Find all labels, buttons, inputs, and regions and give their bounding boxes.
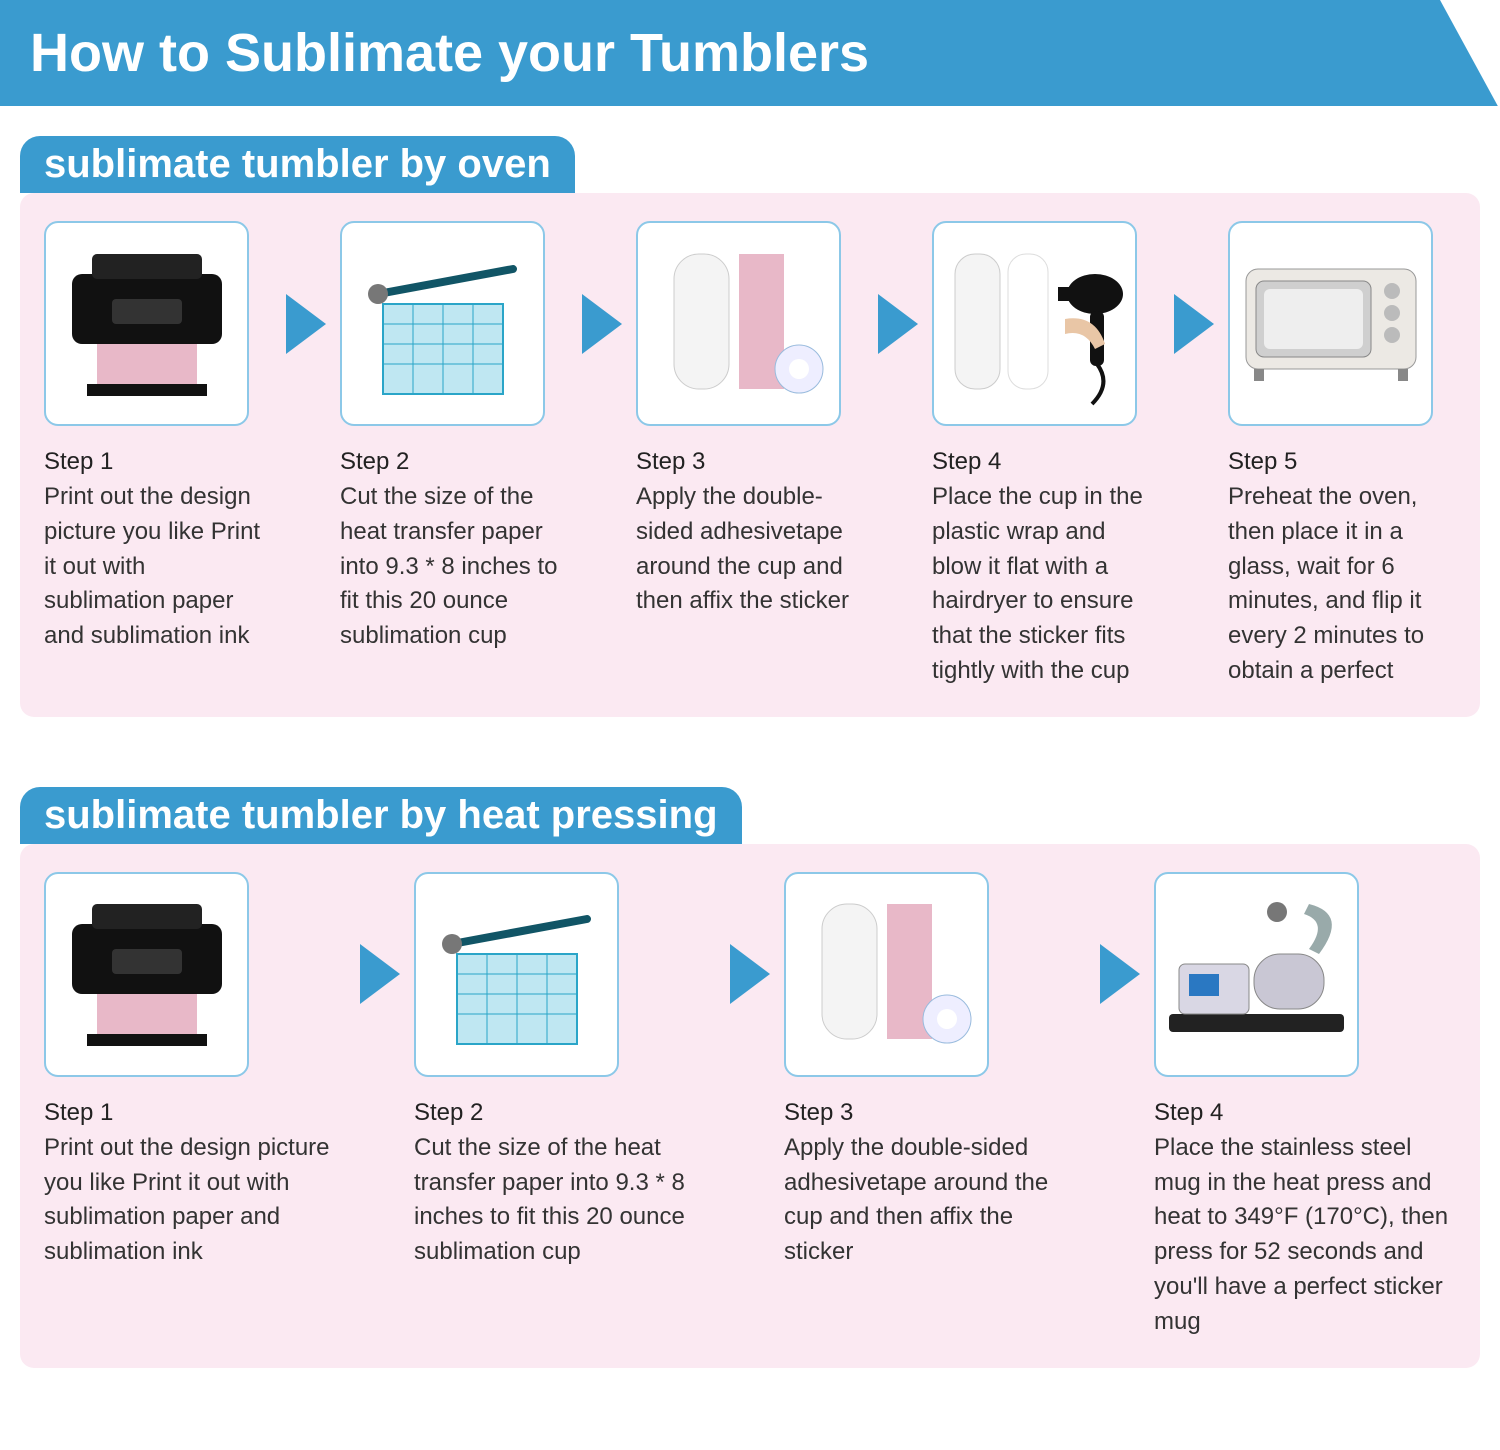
step-col: Step 2 Cut the size of the heat transfer… [414,872,716,1270]
arrow [356,872,404,1077]
step-label: Step 1 [44,1099,113,1127]
step-text: Place the cup in the plastic wrap and bl… [932,480,1160,689]
step-image [340,221,545,426]
title-banner: How to Sublimate your Tumblers [0,0,1500,106]
step-image [1228,221,1433,426]
steps-row-oven: Step 1 Print out the design picture you … [44,221,1456,689]
step-text: Cut the size of the heat transfer paper … [340,480,568,654]
step-label: Step 2 [340,448,409,476]
step-text: Place the stainless steel mug in the hea… [1154,1131,1456,1340]
step-col: Step 2 Cut the size of the heat transfer… [340,221,568,654]
step-text: Apply the double-sided adhesivetape arou… [784,1131,1086,1270]
step-text: Cut the size of the heat transfer paper … [414,1131,716,1270]
step-col: Step 1 Print out the design picture you … [44,221,272,654]
step-text: Print out the design picture you like Pr… [44,480,272,654]
arrow [578,221,626,426]
step-label: Step 3 [636,448,705,476]
banner-notch [1440,0,1500,110]
step-text: Apply the double-sided adhesivetape arou… [636,480,864,619]
arrow [874,221,922,426]
step-image [784,872,989,1077]
arrow-icon [1174,294,1214,354]
step-label: Step 4 [1154,1099,1223,1127]
arrow [1170,221,1218,426]
step-text: Preheat the oven, then place it in a gla… [1228,480,1456,689]
step-col: Step 3 Apply the double-sided adhesiveta… [636,221,864,619]
section-oven: sublimate tumbler by oven Step 1 Print o… [20,136,1480,717]
hairdryer-icon [940,239,1130,409]
cutter-icon [427,894,607,1054]
step-col: Step 3 Apply the double-sided adhesiveta… [784,872,1086,1270]
printer-icon [57,894,237,1054]
step-image [44,872,249,1077]
section-body-oven: Step 1 Print out the design picture you … [20,193,1480,717]
cup-tape-icon [797,889,977,1059]
arrow [282,221,330,426]
arrow [726,872,774,1077]
arrow-icon [878,294,918,354]
step-col: Step 4 Place the cup in the plastic wrap… [932,221,1160,689]
section-body-heatpress: Step 1 Print out the design picture you … [20,844,1480,1368]
step-image [1154,872,1359,1077]
oven-icon [1236,249,1426,399]
step-label: Step 5 [1228,448,1297,476]
printer-icon [57,244,237,404]
step-image [932,221,1137,426]
step-col: Step 1 Print out the design picture you … [44,872,346,1270]
step-col: Step 4 Place the stainless steel mug in … [1154,872,1456,1340]
step-label: Step 3 [784,1099,853,1127]
arrow [1096,872,1144,1077]
cup-tape-icon [649,239,829,409]
arrow-icon [360,944,400,1004]
step-col: Step 5 Preheat the oven, then place it i… [1228,221,1456,689]
step-label: Step 2 [414,1099,483,1127]
section-tab-oven: sublimate tumbler by oven [20,136,575,193]
section-heatpress: sublimate tumbler by heat pressing Step … [20,787,1480,1368]
cutter-icon [353,244,533,404]
step-text: Print out the design picture you like Pr… [44,1131,346,1270]
page-title: How to Sublimate your Tumblers [30,23,869,83]
steps-row-heatpress: Step 1 Print out the design picture you … [44,872,1456,1340]
arrow-icon [730,944,770,1004]
arrow-icon [582,294,622,354]
step-image [44,221,249,426]
heatpress-icon [1159,894,1354,1054]
arrow-icon [286,294,326,354]
section-tab-heatpress: sublimate tumbler by heat pressing [20,787,742,844]
step-label: Step 1 [44,448,113,476]
step-image [636,221,841,426]
arrow-icon [1100,944,1140,1004]
step-label: Step 4 [932,448,1001,476]
step-image [414,872,619,1077]
